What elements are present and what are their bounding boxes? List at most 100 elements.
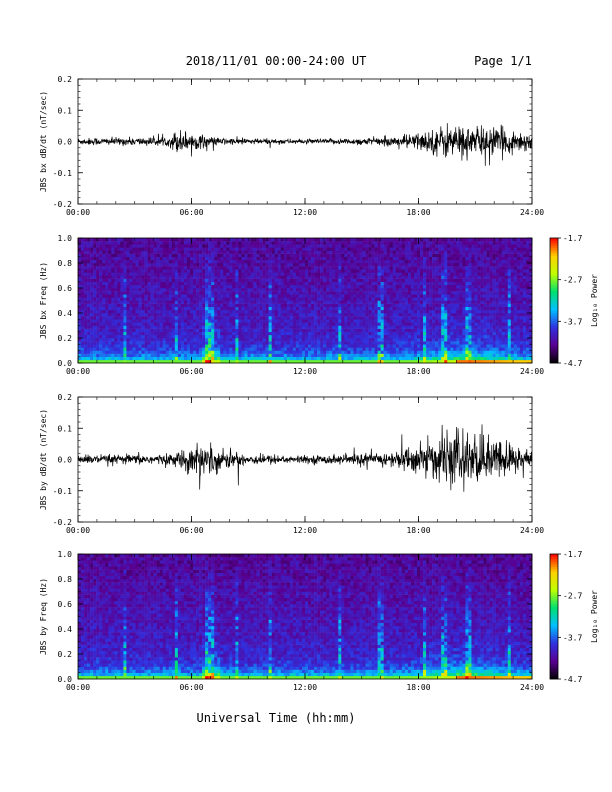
spectrogram-cell (78, 319, 82, 323)
spectrogram-cell (235, 347, 239, 351)
spectrogram-cell (78, 356, 82, 361)
spectrogram-cell (392, 347, 397, 351)
spectrogram-cell (217, 344, 221, 348)
spectrogram-cell (389, 294, 394, 298)
spectrogram-cell (141, 353, 145, 358)
spectrogram-cell (410, 331, 415, 336)
spectrogram-cell (117, 356, 121, 361)
spectrogram-cell (441, 331, 445, 336)
spectrogram-cell (365, 275, 369, 279)
spectrogram-cell (84, 303, 88, 308)
spectrogram-cell (338, 350, 342, 354)
spectrogram-cell (308, 263, 312, 267)
spectrogram-cell (344, 303, 348, 308)
spectrogram-cell (420, 294, 424, 298)
spectrogram-cell (338, 306, 342, 311)
spectrogram-cell (199, 319, 203, 323)
spectrogram-cell (298, 238, 303, 242)
spectrogram-cell (202, 241, 206, 245)
spectrogram-cell (156, 241, 160, 245)
spectrogram-cell (259, 341, 263, 345)
spectrogram-cell (78, 294, 82, 298)
spectrogram-cell (168, 244, 173, 248)
spectrogram-cell (407, 278, 412, 283)
spectrogram-cell (320, 269, 324, 273)
spectrogram-cell (117, 313, 121, 317)
spectrogram-cell (308, 244, 312, 248)
spectrogram-cell (308, 281, 312, 286)
spectrogram-cell (138, 263, 142, 267)
spectrogram-cell (374, 331, 378, 336)
spectrogram-cell (344, 288, 348, 292)
spectrogram-cell (162, 266, 167, 270)
spectrogram-cell (168, 331, 173, 336)
spectrogram-cell (111, 266, 115, 270)
spectrogram-cell (386, 356, 390, 361)
spectrogram-cell (217, 306, 221, 311)
spectrogram-cell (126, 350, 130, 354)
spectrogram-cell (189, 288, 194, 292)
spectrogram-cell (208, 306, 212, 311)
spectrogram-cell (205, 297, 209, 301)
spectrogram-cell (353, 259, 357, 264)
spectrogram-cell (253, 328, 257, 333)
spectrogram-cell (87, 291, 91, 295)
spectrogram-cell (305, 253, 309, 258)
spectrogram-cell (99, 328, 103, 333)
spectrogram-cell (244, 244, 248, 248)
spectrogram-cell (444, 350, 448, 354)
spectrogram-cell (114, 334, 118, 339)
spectrogram-cell (168, 297, 173, 301)
spectrogram-cell (174, 347, 179, 351)
spectrogram-cell (401, 341, 406, 345)
spectrogram-cell (407, 309, 412, 314)
spectrogram-cell (199, 269, 203, 273)
spectrogram-cell (96, 241, 100, 245)
spectrogram-cell (129, 291, 133, 295)
spectrogram-cell (168, 313, 173, 317)
spectrogram-cell (232, 291, 236, 295)
spectrogram-cell (90, 359, 94, 364)
spectrogram-cell (102, 294, 106, 298)
spectrogram-cell (323, 253, 327, 258)
spectrogram-cell (126, 356, 130, 361)
spectrogram-cell (320, 344, 324, 348)
spectrogram-cell (132, 263, 136, 267)
spectrogram-cell (335, 272, 339, 276)
spectrogram-cell (147, 284, 151, 289)
spectrogram-cell (241, 256, 245, 261)
spectrogram-cell (183, 244, 188, 248)
spectrogram-cell (365, 353, 369, 358)
spectrogram-cell (426, 341, 430, 345)
spectrogram-cell (395, 266, 400, 270)
spectrogram-cell (389, 309, 394, 314)
spectrogram-cell (413, 278, 418, 283)
spectrogram-cell (205, 303, 209, 308)
spectrogram-cell (111, 313, 115, 317)
spectrogram-cell (423, 263, 427, 267)
spectrogram-cell (144, 347, 148, 351)
spectrogram-cell (162, 272, 167, 276)
spectrogram-cell (226, 266, 230, 270)
spectrogram-cell (438, 350, 442, 354)
spectrogram-cell (220, 244, 224, 248)
spectrogram-cell (404, 266, 409, 270)
spectrogram-cell (232, 341, 236, 345)
spectrogram-cell (347, 297, 351, 301)
spectrogram-cell (99, 334, 103, 339)
spectrogram-cell (438, 303, 442, 308)
spectrogram-cell (180, 238, 185, 242)
spectrogram-cell (444, 281, 448, 286)
spectrogram-cell (111, 291, 115, 295)
spectrogram-cell (344, 291, 348, 295)
spectrogram-cell (311, 300, 315, 304)
spectrogram-cell (87, 356, 91, 361)
spectrogram-cell (332, 247, 336, 251)
spectrogram-cell (380, 253, 384, 258)
spectrogram-cell (247, 263, 251, 267)
spectrogram-cell (162, 316, 167, 320)
spectrogram-cell (150, 263, 154, 267)
spectrogram-cell (350, 241, 354, 245)
spectrogram-cell (374, 253, 378, 258)
spectrogram-cell (129, 313, 133, 317)
